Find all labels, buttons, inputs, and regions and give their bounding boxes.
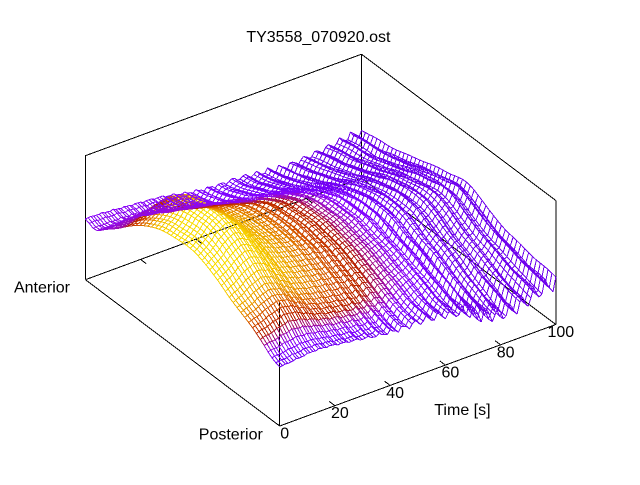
svg-text:100: 100	[547, 324, 574, 341]
svg-text:60: 60	[442, 365, 460, 382]
svg-text:40: 40	[386, 385, 404, 402]
svg-text:Time [s]: Time [s]	[434, 402, 490, 419]
svg-text:0: 0	[280, 426, 289, 443]
svg-text:Anterior: Anterior	[14, 280, 71, 297]
svg-text:Posterior: Posterior	[199, 427, 264, 444]
svg-text:80: 80	[497, 344, 515, 361]
svg-text:20: 20	[331, 405, 349, 422]
svg-text:TY3558_070920.ost: TY3558_070920.ost	[246, 29, 391, 46]
